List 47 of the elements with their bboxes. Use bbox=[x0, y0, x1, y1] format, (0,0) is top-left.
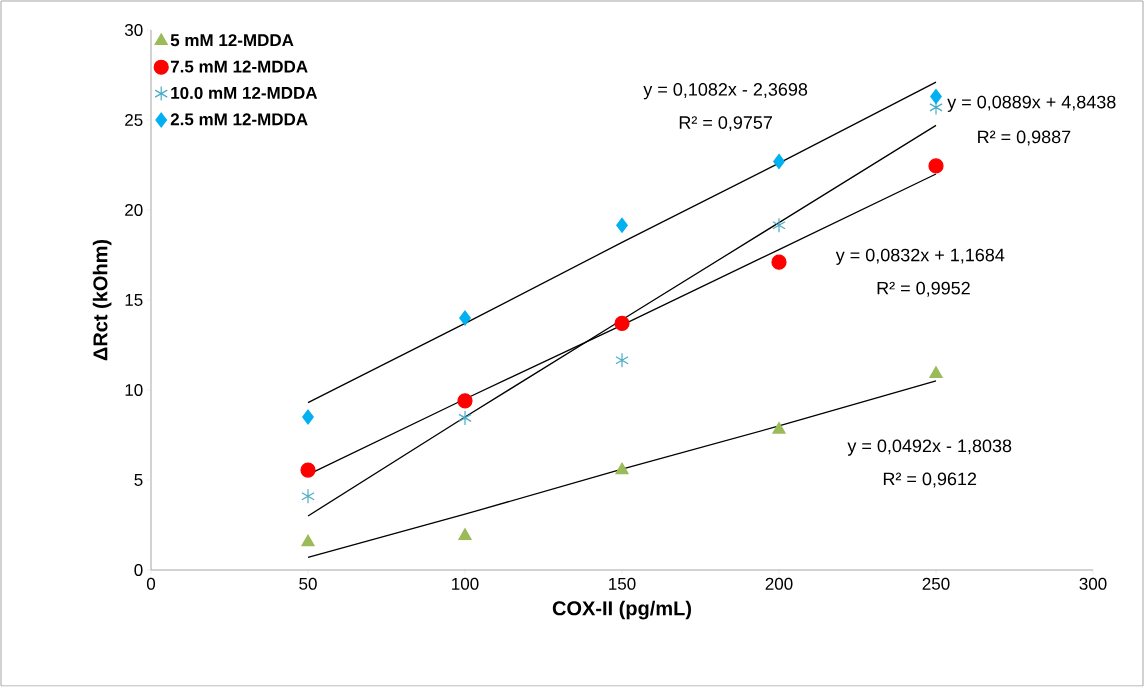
y-tick-label: 5 bbox=[134, 474, 143, 486]
x-tick-label: 50 bbox=[299, 577, 317, 590]
point bbox=[302, 409, 314, 425]
point bbox=[457, 393, 473, 409]
point bbox=[458, 410, 472, 426]
x-tick-label: 100 bbox=[452, 577, 479, 590]
point bbox=[301, 534, 315, 547]
annotation: R² = 0,9887 bbox=[978, 130, 1071, 146]
y-tick-label: 10 bbox=[125, 383, 143, 397]
point bbox=[615, 462, 629, 475]
y-tick-label: 0 bbox=[134, 563, 143, 577]
y-tick-label: 25 bbox=[125, 113, 143, 127]
point bbox=[771, 254, 787, 270]
legend-label: 2.5 mM 12-MDDA bbox=[170, 113, 308, 126]
x-tick-label: 300 bbox=[1079, 577, 1107, 590]
point bbox=[616, 217, 628, 233]
x-tick-label: 200 bbox=[765, 577, 793, 590]
x-tick-label: 150 bbox=[609, 577, 636, 590]
annotation: y = 0,0832x + 1,1684 bbox=[835, 248, 1005, 265]
point bbox=[458, 528, 472, 540]
x-tick-label: 250 bbox=[922, 577, 950, 590]
y-axis-title: ΔRct (kOhm) bbox=[92, 239, 112, 361]
x-tick-label: 0 bbox=[146, 577, 156, 590]
point bbox=[772, 421, 786, 434]
point bbox=[929, 366, 943, 378]
point bbox=[615, 352, 629, 368]
annotation: y = 0,0889x + 4,8438 bbox=[947, 95, 1116, 112]
point bbox=[772, 217, 786, 233]
point bbox=[459, 310, 471, 326]
annotation: y = 0,1082x - 2,3698 bbox=[643, 83, 808, 100]
y-tick-label: 20 bbox=[125, 203, 143, 217]
point bbox=[300, 462, 316, 478]
point bbox=[614, 315, 630, 331]
y-tick-label: 15 bbox=[125, 294, 143, 306]
legend-label: 10.0 mM 12-MDDA bbox=[171, 86, 318, 99]
y-tick-label: 30 bbox=[124, 23, 143, 37]
x-axis-title: COX-II (pg/mL) bbox=[552, 600, 691, 620]
annotation: R² = 0,9952 bbox=[877, 281, 970, 297]
annotation: R² = 0,9757 bbox=[679, 116, 772, 132]
point bbox=[930, 88, 942, 105]
point bbox=[773, 153, 785, 169]
point bbox=[928, 158, 944, 174]
annotation: y = 0,0492x - 1,8038 bbox=[847, 439, 1012, 456]
point bbox=[301, 488, 315, 504]
legend-label: 7.5 mM 12-MDDA bbox=[170, 60, 308, 73]
annotation: R² = 0,9612 bbox=[883, 472, 977, 488]
legend-label: 5 mM 12-MDDA bbox=[170, 34, 294, 47]
